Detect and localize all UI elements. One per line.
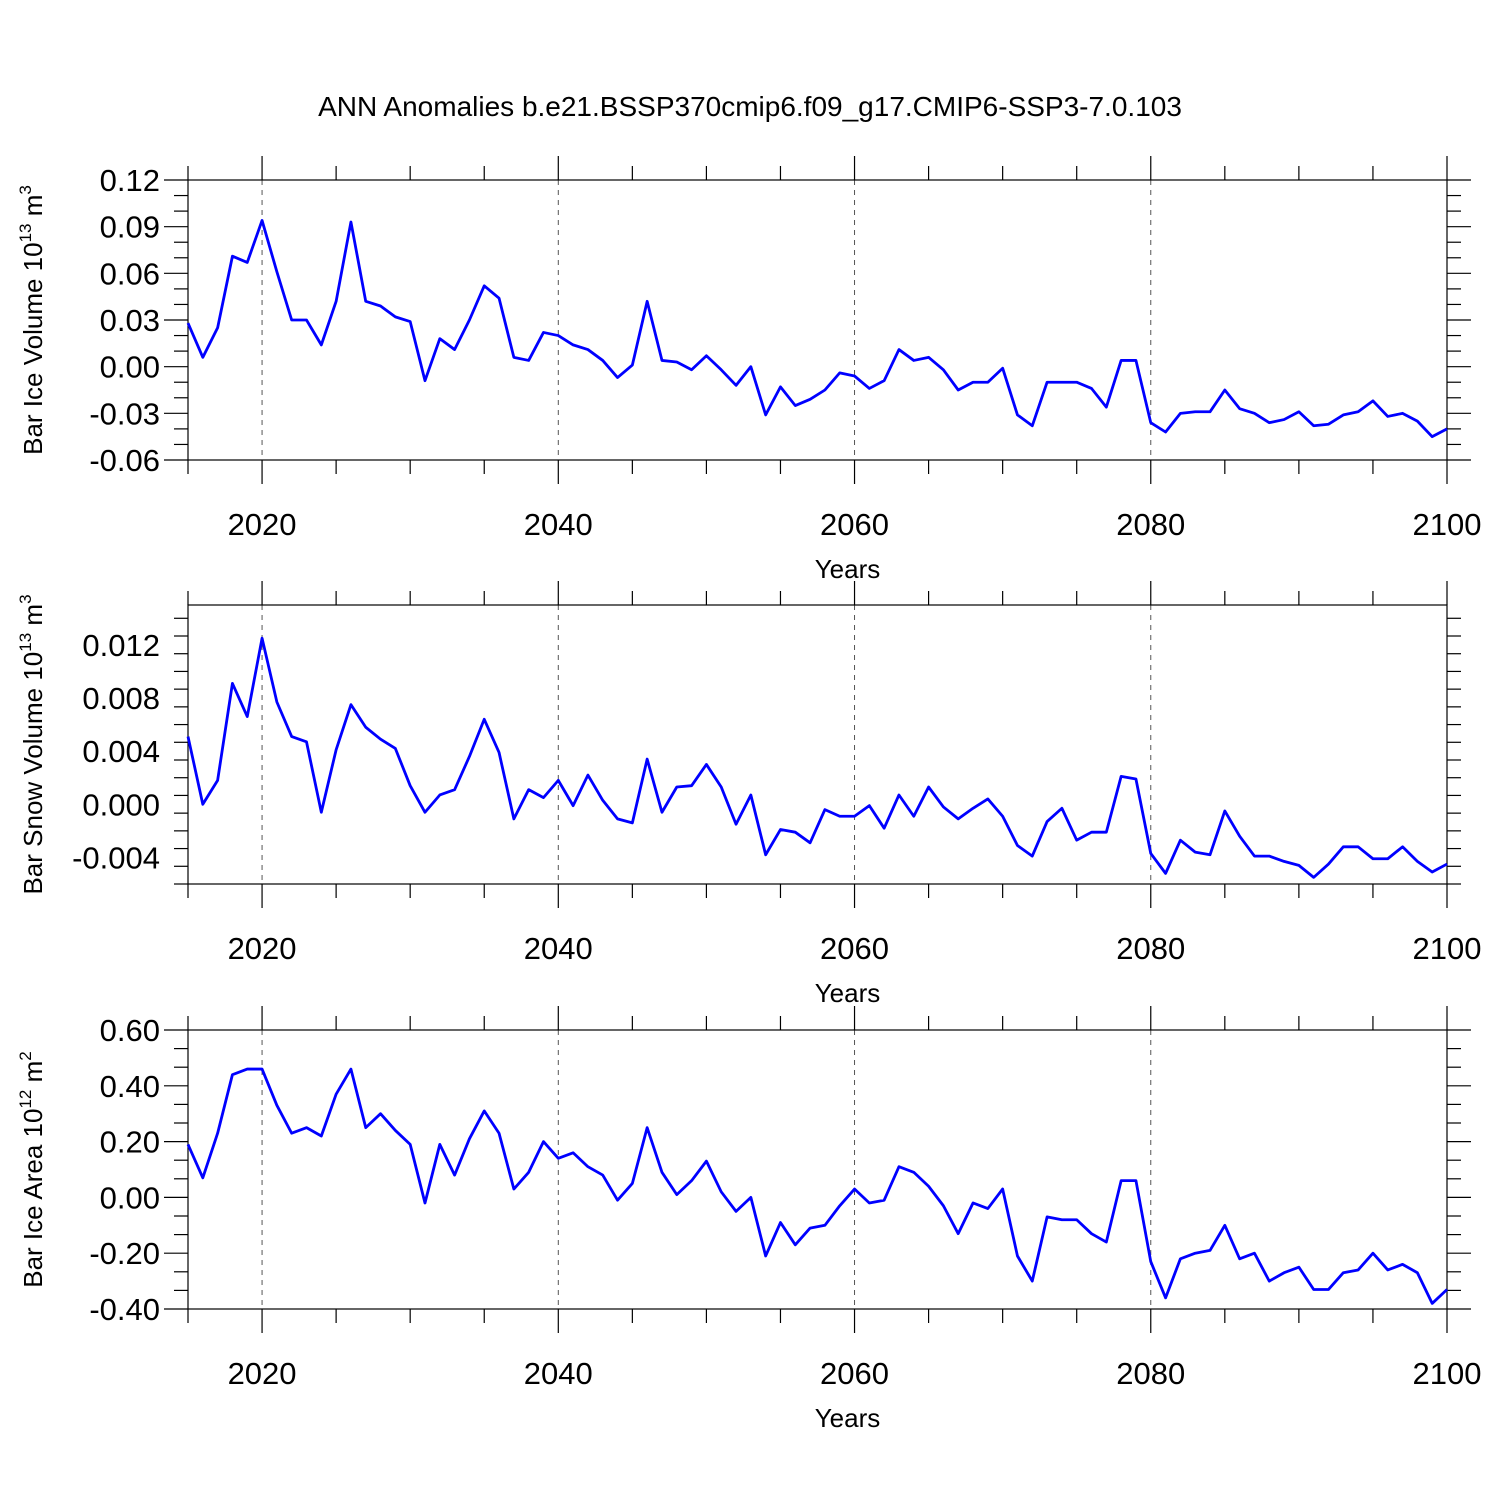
x-tick-label: 2040 xyxy=(524,931,593,966)
panels: -0.06 -0.03 0.00 0.03 0.06 0.09 0.12 2020 2040 20… xyxy=(16,156,1481,1433)
x-tick-label: 2080 xyxy=(1116,931,1185,966)
series-line xyxy=(186,636,1448,879)
x-axis-label: Years xyxy=(815,554,881,584)
y-tick-label: 0.09 xyxy=(100,210,160,245)
y-tick-label: 0.000 xyxy=(82,787,160,822)
x-tick-label: 2060 xyxy=(820,507,889,542)
y-tick-label: 0.12 xyxy=(100,163,160,198)
y-tick-label: 0.06 xyxy=(100,256,160,291)
x-tick-label: 2020 xyxy=(228,931,297,966)
y-tick-label: -0.20 xyxy=(89,1236,160,1271)
panel-2: -0.004 0.000 0.004 0.008 0.012 2020 2040 2060 20… xyxy=(16,581,1481,1008)
x-tick-label: 2100 xyxy=(1413,507,1482,542)
x-tick-label: 2100 xyxy=(1413,1356,1482,1391)
y-tick-label: -0.004 xyxy=(72,840,160,875)
y-tick-label: -0.03 xyxy=(89,396,160,431)
panel-1: -0.06 -0.03 0.00 0.03 0.06 0.09 0.12 2020 2040 20… xyxy=(16,156,1481,584)
y-tick-label: 0.00 xyxy=(100,1180,160,1215)
y-axis-label: Bar Ice Area 1012 m2 xyxy=(16,1051,48,1288)
x-axis-label: Years xyxy=(815,978,881,1008)
y-tick-label: 0.00 xyxy=(100,350,160,385)
y-tick-label: 0.60 xyxy=(100,1013,160,1048)
y-tick-label: 0.40 xyxy=(100,1069,160,1104)
y-tick-label: 0.008 xyxy=(82,681,160,716)
x-tick-label: 2020 xyxy=(228,507,297,542)
y-tick-label: 0.20 xyxy=(100,1125,160,1160)
x-tick-label: 2080 xyxy=(1116,1356,1185,1391)
x-tick-label: 2040 xyxy=(524,507,593,542)
series-line xyxy=(186,219,1448,439)
plot-frame xyxy=(187,179,1448,461)
x-axis-label: Years xyxy=(815,1403,881,1433)
x-tick-label: 2020 xyxy=(228,1356,297,1391)
plot-frame xyxy=(187,1029,1448,1310)
x-tick-label: 2060 xyxy=(820,931,889,966)
y-tick-label: 0.03 xyxy=(100,303,160,338)
y-axis-label: Bar Ice Volume 1013 m3 xyxy=(16,185,48,455)
panel-3: -0.40 -0.20 0.00 0.20 0.40 0.60 2020 2040 2060 20… xyxy=(16,1006,1481,1433)
x-tick-label: 2060 xyxy=(820,1356,889,1391)
x-tick-label: 2100 xyxy=(1413,931,1482,966)
x-tick-label: 2080 xyxy=(1116,507,1185,542)
y-axis-label: Bar Snow Volume 1013 m3 xyxy=(16,594,48,894)
y-tick-label: -0.06 xyxy=(89,443,160,478)
y-tick-label: -0.40 xyxy=(89,1292,160,1327)
x-tick-label: 2040 xyxy=(524,1356,593,1391)
y-tick-label: 0.004 xyxy=(82,734,160,769)
plot-frame xyxy=(187,604,1448,885)
y-tick-label: 0.012 xyxy=(82,628,160,663)
series-line xyxy=(186,1067,1448,1305)
figure-title: ANN Anomalies b.e21.BSSP370cmip6.f09_g17… xyxy=(318,91,1182,122)
